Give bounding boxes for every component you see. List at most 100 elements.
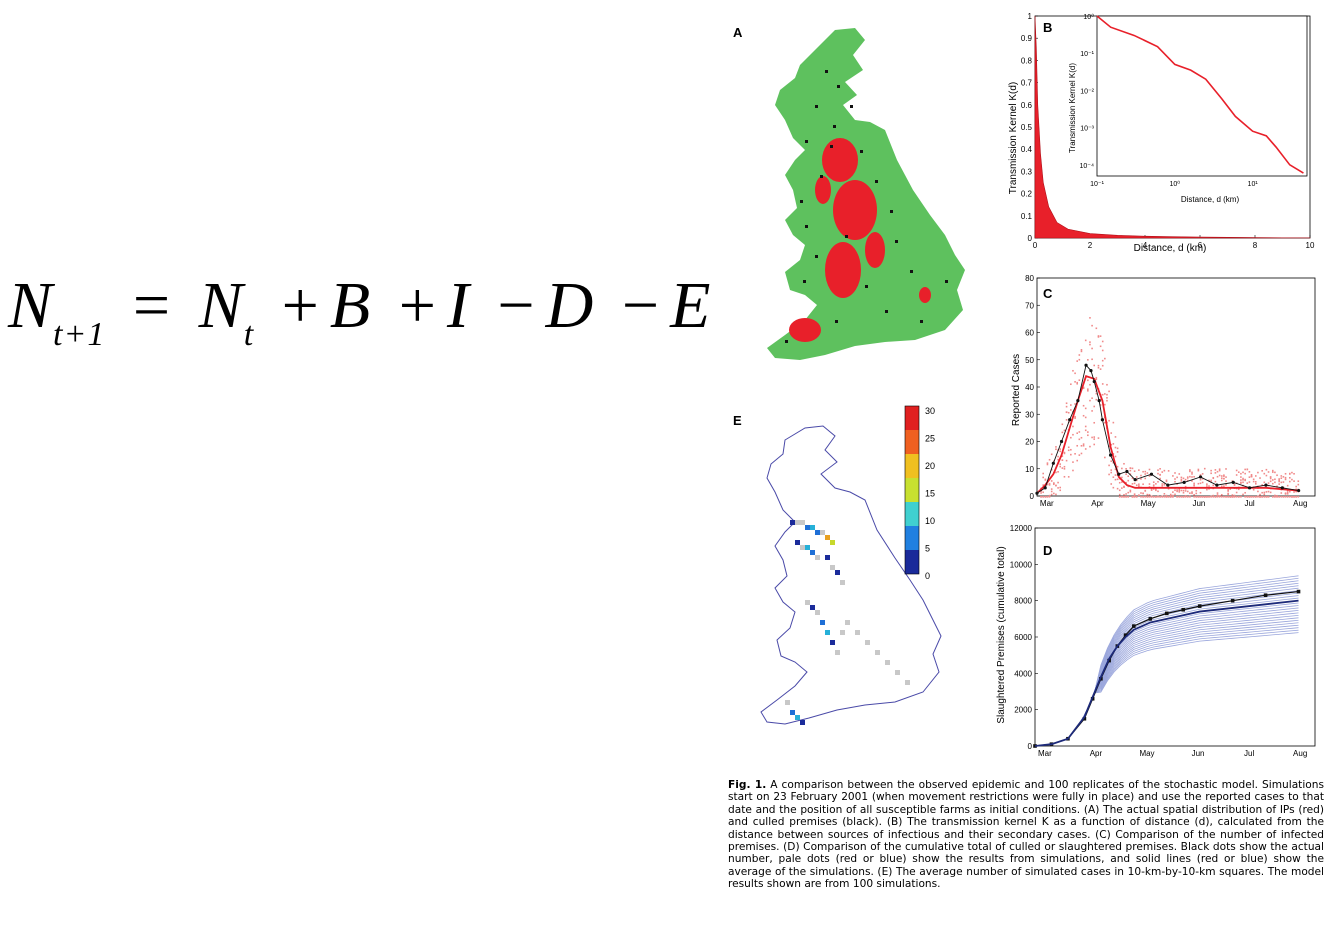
sim-point	[1112, 421, 1115, 424]
sim-point	[1240, 481, 1242, 484]
sim-point	[1155, 496, 1157, 498]
sim-point	[1112, 476, 1115, 478]
sim-point	[1125, 468, 1127, 470]
sim-point	[1080, 349, 1083, 351]
colorbar-tick-label: 0	[925, 571, 930, 581]
kernel-area	[1034, 15, 1311, 239]
sim-point	[1271, 496, 1274, 498]
sim-point	[1048, 484, 1051, 486]
y-tick-label: 0.1	[1021, 212, 1033, 221]
sim-point	[1053, 483, 1055, 486]
observed-point	[1076, 399, 1080, 403]
sim-point	[1055, 448, 1057, 451]
sim-point	[1142, 496, 1144, 498]
heatmap-cell	[790, 710, 795, 715]
sim-point	[1101, 393, 1104, 396]
x-tick-label: 10	[1306, 241, 1315, 250]
sim-point	[1227, 493, 1229, 496]
sim-point	[1203, 467, 1206, 470]
sim-point	[1125, 473, 1127, 476]
sim-point	[1063, 468, 1066, 470]
sim-point	[1118, 489, 1121, 492]
sim-point	[1087, 389, 1089, 392]
sim-point	[1212, 476, 1215, 479]
sim-point	[1193, 475, 1195, 478]
sim-point	[1114, 436, 1117, 438]
panel-d-letter: D	[1043, 543, 1052, 558]
sim-point	[1269, 480, 1272, 483]
heatmap-cell	[800, 545, 805, 550]
inset-x-tick-label: 10⁻¹	[1090, 181, 1104, 188]
sim-point	[1180, 489, 1183, 492]
sim-point	[1184, 496, 1187, 498]
equation-term-b: B	[329, 269, 372, 342]
observed-point	[1132, 624, 1136, 628]
sim-point	[1199, 478, 1202, 481]
sim-point	[1282, 476, 1285, 478]
sim-point	[1237, 488, 1240, 491]
sim-point	[1078, 454, 1081, 456]
observed-point	[1197, 604, 1202, 608]
sim-point	[1076, 381, 1079, 384]
sim-point	[1101, 364, 1104, 367]
y-tick-label: 0.8	[1021, 56, 1033, 65]
sim-point	[1163, 469, 1166, 472]
sim-point	[1078, 379, 1081, 381]
sim-point	[1146, 472, 1149, 474]
sim-point	[1265, 491, 1268, 493]
sim-point	[1046, 483, 1049, 486]
sim-point	[1169, 494, 1172, 497]
sim-point	[1061, 423, 1064, 426]
heatmap-cell	[825, 555, 830, 560]
sim-point	[1259, 493, 1261, 496]
x-tick-label: Jul	[1244, 749, 1254, 758]
sim-point	[1267, 471, 1270, 473]
sim-point	[1227, 490, 1229, 492]
figure-caption: Fig. 1. A comparison between the observe…	[728, 779, 1324, 891]
sim-point	[1280, 496, 1283, 498]
inset-y-tick-label: 10⁻⁴	[1080, 163, 1095, 170]
heatmap-cell	[815, 610, 820, 615]
x-tick-label: May	[1139, 749, 1154, 758]
x-tick-label: Jul	[1244, 499, 1254, 508]
sim-point	[1067, 449, 1070, 452]
sim-point	[1191, 473, 1193, 475]
sim-point	[1167, 487, 1170, 490]
sim-point	[1097, 364, 1100, 367]
sim-point	[1250, 475, 1253, 478]
sim-point	[1186, 496, 1189, 498]
ip-cluster	[789, 318, 821, 342]
caption-fig-label: Fig. 1.	[728, 779, 767, 791]
sim-point	[1146, 496, 1149, 498]
sim-point	[1163, 493, 1166, 495]
sim-point	[1172, 495, 1174, 497]
heatmap-cell	[840, 580, 845, 585]
sim-point	[1176, 489, 1178, 491]
heatmap-cell	[840, 630, 845, 635]
sim-point	[1125, 481, 1127, 484]
panel-c-chart: C Reported Cases 0 10 20 30 40 50 60 70 80 Mar Apr…	[1011, 274, 1316, 508]
sim-point	[1072, 461, 1074, 463]
inset-frame	[1096, 15, 1308, 177]
sim-point	[1240, 476, 1242, 478]
sim-point	[1172, 475, 1174, 477]
heatmap-cell	[810, 525, 815, 530]
observed-point	[1198, 475, 1203, 479]
series-simulation-mean	[1034, 599, 1299, 747]
sim-point	[1074, 403, 1076, 405]
sim-point	[1048, 494, 1051, 497]
y-tick-label: 2000	[1014, 706, 1032, 715]
sim-point	[1201, 481, 1204, 484]
sim-point	[1140, 496, 1142, 498]
sim-point	[1199, 474, 1202, 476]
sim-point	[1163, 496, 1166, 498]
sim-point	[1074, 453, 1076, 455]
sim-point	[1125, 493, 1127, 495]
sim-point	[1231, 494, 1234, 496]
sim-point	[1252, 496, 1255, 498]
sim-point	[1278, 480, 1280, 483]
gb-outline	[760, 425, 942, 725]
observed-point	[1230, 598, 1235, 603]
x-tick-label: 6	[1198, 241, 1203, 250]
sim-point	[1186, 477, 1189, 479]
